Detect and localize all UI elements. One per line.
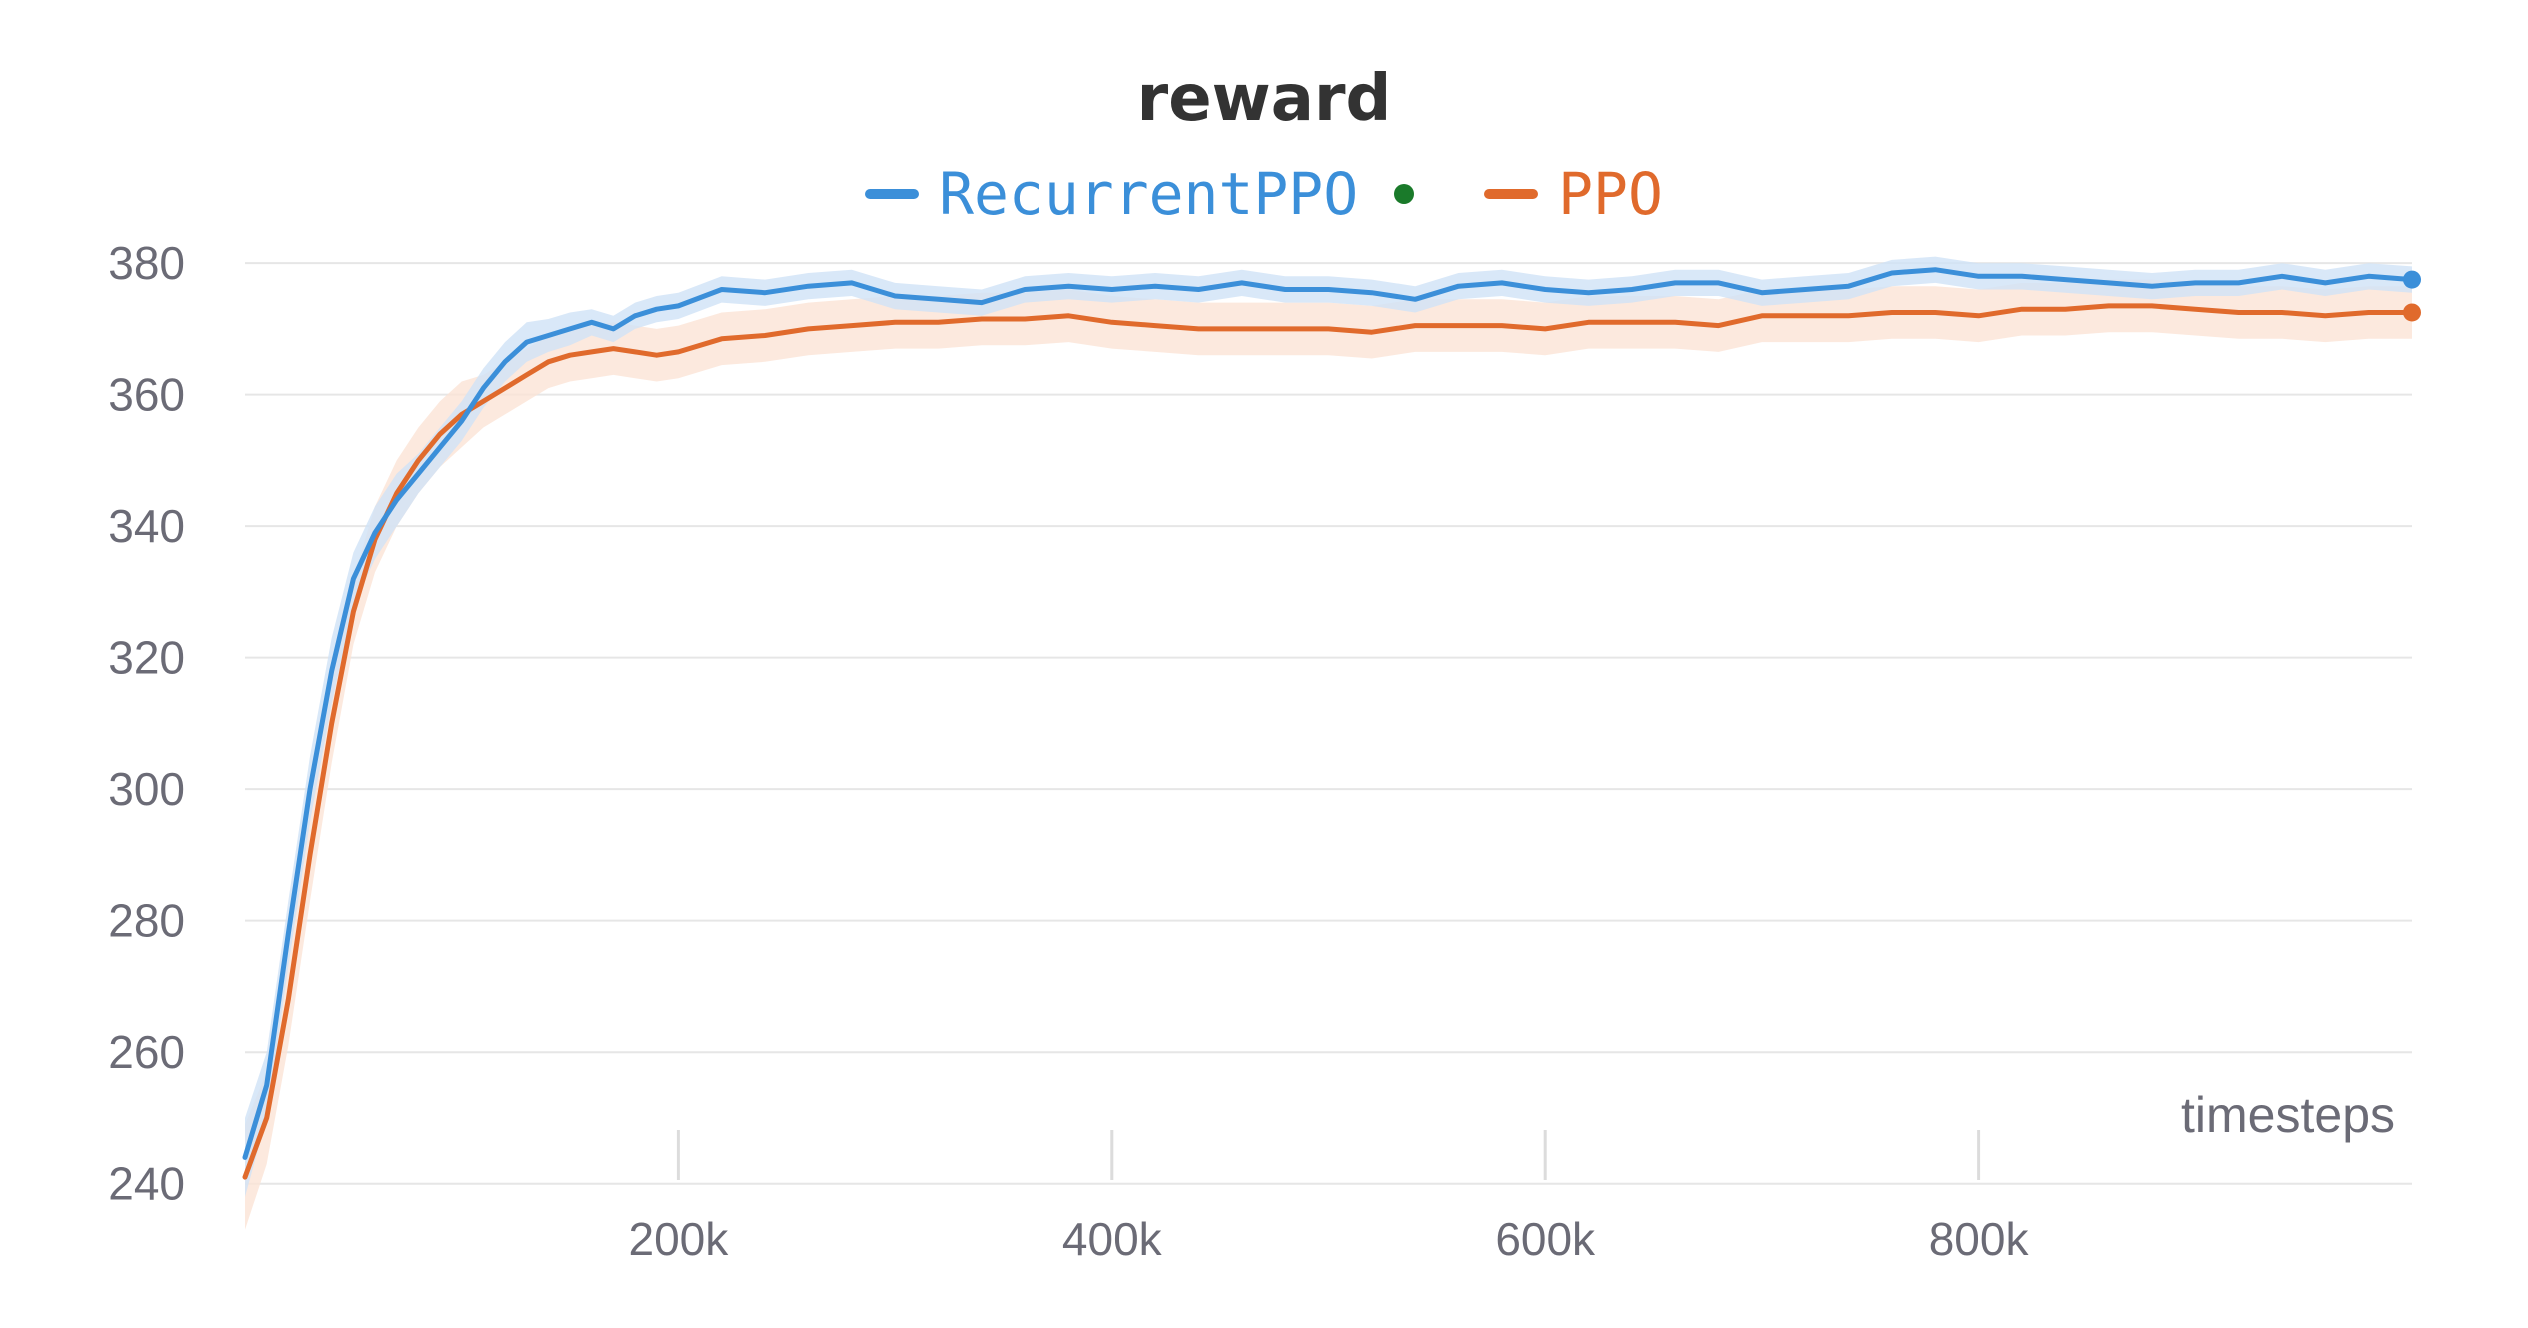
series-lines	[242, 267, 2415, 1180]
y-axis-ticks: 240 260 280 300 320 340 360 380	[108, 237, 185, 1210]
y-tick-label-360: 360	[108, 369, 185, 421]
y-tick-label-260: 260	[108, 1026, 185, 1078]
band-ppo	[245, 279, 2412, 1230]
y-tick-label-300: 300	[108, 763, 185, 815]
x-tick-label-1: 400k	[1062, 1213, 1163, 1265]
gridlines	[245, 262, 2412, 1185]
x-axis-label: timesteps	[2181, 1087, 2395, 1143]
end-marker-recurrentppo	[2403, 270, 2421, 289]
legend-item-recurrentppo[interactable]: RecurrentPPO	[865, 160, 1484, 228]
band-recurrentppo	[245, 256, 2412, 1197]
confidence-bands	[245, 256, 2412, 1230]
legend-swatch-ppo	[1484, 189, 1539, 199]
legend-label-recurrentppo: RecurrentPPO	[939, 160, 1359, 228]
x-tick-label-0: 200k	[629, 1213, 730, 1265]
series-end-markers	[2403, 270, 2421, 322]
line-recurrentppo	[242, 267, 2415, 1160]
legend-item-ppo[interactable]: PPO	[1484, 160, 1663, 228]
x-tick-label-3: 800k	[1929, 1213, 2030, 1265]
y-tick-label-280: 280	[108, 895, 185, 947]
y-tick-label-380: 380	[108, 237, 185, 289]
line-ppo	[242, 303, 2415, 1180]
legend-label-ppo: PPO	[1558, 160, 1663, 228]
y-tick-label-240: 240	[108, 1158, 185, 1210]
end-marker-ppo	[2403, 303, 2421, 322]
x-axis-ticks: 200k 400k 600k 800k	[629, 1130, 2030, 1265]
y-tick-label-320: 320	[108, 632, 185, 684]
legend: RecurrentPPO PPO	[0, 160, 2528, 228]
status-dot-icon	[1394, 184, 1415, 204]
y-tick-label-340: 340	[108, 500, 185, 552]
x-tick-label-2: 600k	[1495, 1213, 1596, 1265]
chart-title: reward	[1136, 62, 1392, 136]
legend-swatch-recurrentppo	[865, 189, 920, 199]
